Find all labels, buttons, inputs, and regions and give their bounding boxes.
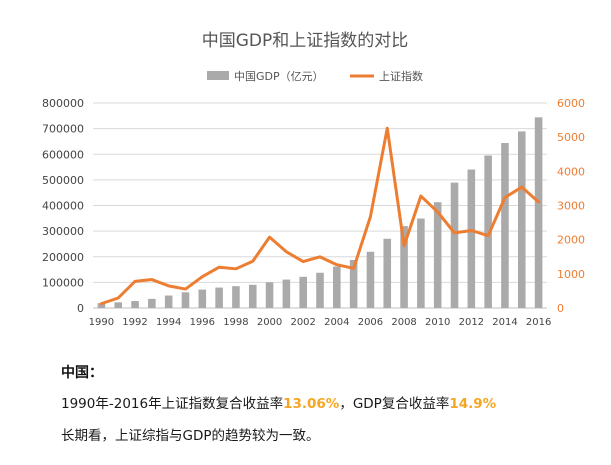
axes: 0 100000 200000 300000 400000 500000 600000 700… — [42, 97, 585, 328]
y-left-tick-label: 600000 — [42, 148, 84, 161]
gdp-vs-index-chart: 中国GDP和上证指数的对比 中国GDP（亿元） 上证指数 0 100000 2000… — [42, 31, 585, 328]
note-line-returns-mid: ，GDP复合收益率 — [339, 396, 450, 412]
y-right-tick-label: 3000 — [557, 200, 585, 213]
gdp-bar — [198, 289, 207, 308]
gdp-bar — [97, 303, 106, 308]
x-tick-label: 2010 — [425, 317, 450, 328]
index-line-layer — [99, 126, 541, 306]
chart-title: 中国GDP和上证指数的对比 — [202, 31, 409, 51]
gdp-bars — [97, 117, 543, 308]
x-tick-label: 2002 — [290, 317, 315, 328]
gdp-bar — [349, 259, 358, 308]
y-right-tick-label: 4000 — [557, 165, 585, 178]
gdp-bar — [433, 202, 442, 308]
gdp-bar — [265, 282, 274, 308]
y-right-tick-label: 0 — [557, 302, 564, 315]
gdp-bar — [316, 272, 324, 308]
gdp-bar — [164, 295, 173, 308]
gdp-bar — [467, 169, 476, 308]
x-tick-label: 2016 — [526, 317, 551, 328]
index-line — [99, 126, 541, 306]
gdp-bar — [148, 298, 156, 308]
gdp-bar — [181, 292, 190, 308]
gdp-bar — [501, 142, 509, 308]
y-left-tick-label: 500000 — [42, 174, 84, 187]
y-left-tick-label: 700000 — [42, 123, 84, 136]
y-right-tick-label: 2000 — [557, 234, 585, 247]
gdp-bar — [215, 287, 223, 308]
note-heading: 中国： — [61, 365, 103, 381]
note-line-returns-prefix: 1990年-2016年上证指数复合收益率 — [61, 396, 284, 412]
gdp-bar — [534, 117, 543, 308]
legend-gdp-label: 中国GDP（亿元） — [234, 70, 324, 83]
legend-gdp-swatch — [207, 71, 229, 80]
gdp-bar — [417, 218, 425, 308]
y-right-tick-label: 1000 — [557, 268, 585, 281]
y-right-tick-label: 5000 — [557, 131, 585, 144]
gdp-bar — [299, 276, 307, 308]
gdp-bar — [333, 266, 341, 308]
x-tick-label: 1996 — [190, 317, 215, 328]
x-tick-label: 2012 — [459, 317, 484, 328]
x-tick-label: 1992 — [122, 317, 147, 328]
note-line-conclusion: 长期看，上证综指与GDP的趋势较为一致。 — [61, 428, 320, 444]
x-tick-label: 2006 — [358, 317, 383, 328]
gdp-bar — [400, 226, 408, 308]
gdp-bar — [131, 301, 139, 308]
gdp-bar — [450, 182, 459, 308]
gdp-bar — [282, 279, 291, 308]
gdp-bar — [366, 251, 375, 308]
y-left-tick-label: 800000 — [42, 97, 84, 110]
chart-legend: 中国GDP（亿元） 上证指数 — [207, 69, 423, 83]
gdp-bar — [114, 302, 123, 308]
index-return-value: 13.06% — [283, 396, 340, 412]
note-line-returns: 1990年-2016年上证指数复合收益率13.06%，GDP复合收益率14.9% — [61, 392, 496, 412]
x-tick-label: 2014 — [492, 317, 517, 328]
y-left-tick-label: 400000 — [42, 200, 84, 213]
y-left-tick-label: 100000 — [42, 276, 84, 289]
gdp-return-value: 14.9% — [449, 396, 497, 412]
x-tick-label: 1990 — [89, 317, 114, 328]
y-left-tick-label: 0 — [77, 302, 84, 315]
y-left-tick-label: 300000 — [42, 225, 84, 238]
gdp-bar — [517, 131, 526, 308]
x-tick-label: 2004 — [324, 317, 349, 328]
gdp-bar — [232, 286, 240, 308]
gdp-bar — [383, 238, 392, 308]
gdp-bar — [248, 284, 257, 308]
legend-index-label: 上证指数 — [379, 69, 423, 83]
x-tick-label: 2008 — [391, 317, 416, 328]
gdp-bar — [484, 155, 492, 308]
y-left-tick-label: 200000 — [42, 251, 84, 264]
x-tick-label: 1994 — [156, 317, 181, 328]
y-right-tick-label: 6000 — [557, 97, 585, 110]
x-tick-label: 1998 — [223, 317, 248, 328]
x-tick-label: 2000 — [257, 317, 282, 328]
